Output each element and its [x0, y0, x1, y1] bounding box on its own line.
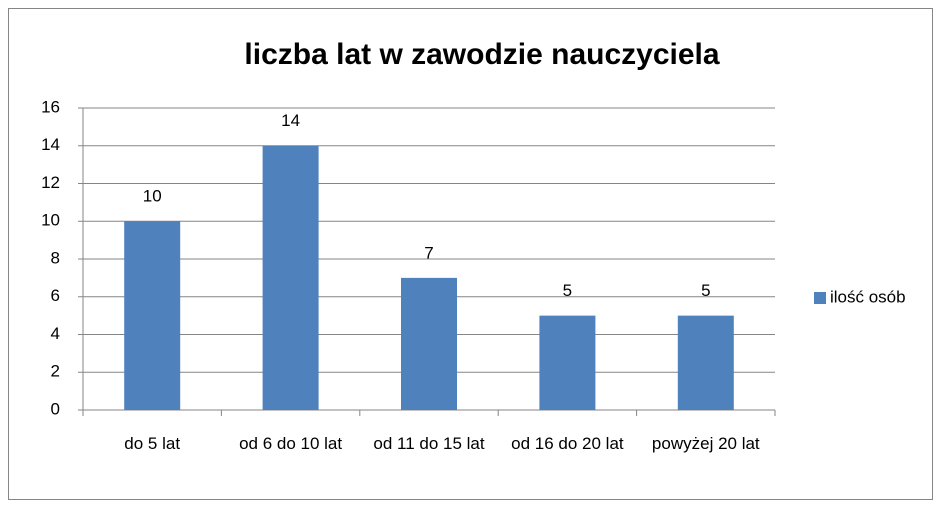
- legend-swatch: [814, 292, 826, 304]
- data-label: 5: [701, 281, 710, 300]
- y-tick-label: 10: [41, 211, 60, 230]
- y-tick-label: 8: [51, 248, 60, 267]
- y-tick-label: 12: [41, 173, 60, 192]
- data-label: 5: [563, 281, 572, 300]
- y-tick-label: 16: [41, 97, 60, 116]
- legend-label: ilość osób: [830, 287, 906, 306]
- y-tick-label: 14: [41, 135, 60, 154]
- x-tick-label: od 6 do 10 lat: [239, 434, 343, 453]
- y-tick-label: 6: [51, 286, 60, 305]
- bar: [539, 315, 596, 410]
- y-tick-label: 2: [51, 362, 60, 381]
- data-label: 10: [143, 187, 162, 206]
- x-tick-label: powyżej 20 lat: [651, 434, 760, 453]
- bar: [677, 315, 734, 410]
- x-tick-label: do 5 lat: [124, 434, 181, 453]
- chart-title: liczba lat w zawodzie nauczyciela: [244, 38, 719, 71]
- data-label: 14: [281, 111, 300, 130]
- x-tick-label: od 11 do 15 lat: [373, 434, 485, 453]
- bar: [401, 277, 457, 410]
- data-label: 7: [424, 243, 433, 262]
- y-tick-label: 0: [51, 399, 60, 418]
- x-tick-label: od 16 do 20 lat: [511, 434, 624, 453]
- y-tick-label: 4: [51, 324, 60, 343]
- bar: [262, 145, 319, 410]
- bar: [124, 221, 181, 410]
